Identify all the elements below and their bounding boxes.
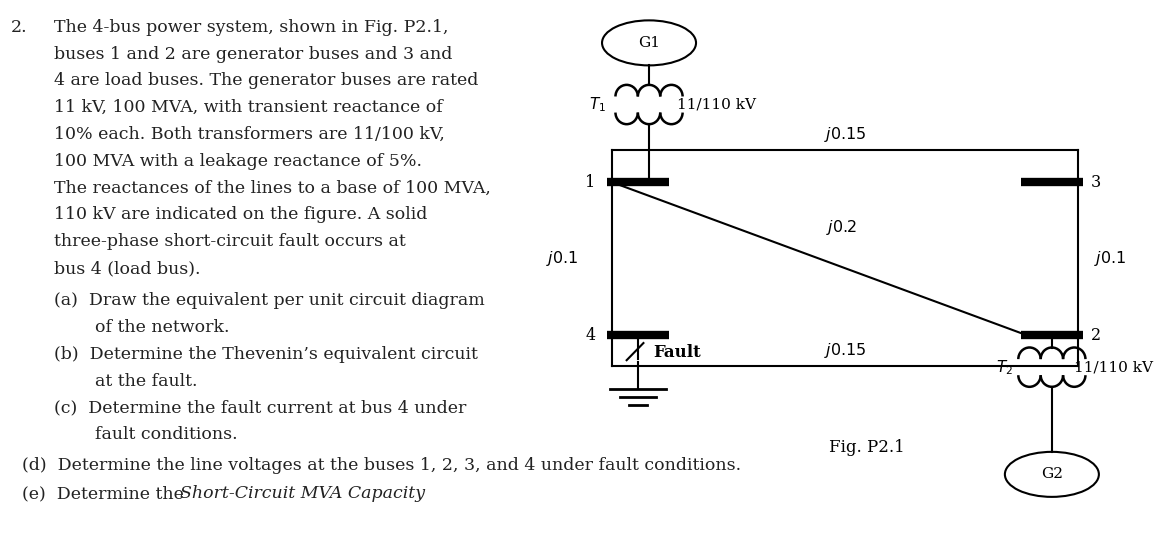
- Text: 3: 3: [1091, 174, 1102, 191]
- Text: Fig. P2.1: Fig. P2.1: [830, 439, 905, 456]
- Text: 4 are load buses. The generator buses are rated: 4 are load buses. The generator buses ar…: [53, 72, 478, 90]
- Text: Fault: Fault: [653, 344, 701, 361]
- Text: of the network.: of the network.: [95, 319, 230, 336]
- Text: 11/110 kV: 11/110 kV: [1074, 360, 1153, 374]
- Text: $j0.2$: $j0.2$: [826, 218, 858, 237]
- Text: G2: G2: [1041, 467, 1063, 481]
- Text: 2: 2: [1091, 326, 1102, 344]
- Text: 10% each. Both transformers are 11/100 kV,: 10% each. Both transformers are 11/100 k…: [53, 126, 445, 143]
- Text: bus 4 (load bus).: bus 4 (load bus).: [53, 260, 200, 277]
- Text: The reactances of the lines to a base of 100 MVA,: The reactances of the lines to a base of…: [53, 180, 490, 197]
- Text: $T_2$: $T_2$: [996, 358, 1013, 376]
- Text: G1: G1: [638, 36, 660, 50]
- Text: (c)  Determine the fault current at bus 4 under: (c) Determine the fault current at bus 4…: [53, 399, 466, 416]
- Text: 4: 4: [586, 326, 595, 344]
- Text: 110 kV are indicated on the figure. A solid: 110 kV are indicated on the figure. A so…: [53, 206, 428, 224]
- Text: 11 kV, 100 MVA, with transient reactance of: 11 kV, 100 MVA, with transient reactance…: [53, 99, 443, 116]
- Text: fault conditions.: fault conditions.: [95, 426, 238, 443]
- Text: Short-Circuit MVA Capacity: Short-Circuit MVA Capacity: [180, 485, 425, 502]
- Text: (d)  Determine the line voltages at the buses 1, 2, 3, and 4 under fault conditi: (d) Determine the line voltages at the b…: [22, 457, 741, 474]
- Text: (a)  Draw the equivalent per unit circuit diagram: (a) Draw the equivalent per unit circuit…: [53, 292, 485, 309]
- Text: $j0.1$: $j0.1$: [546, 249, 578, 268]
- Text: buses 1 and 2 are generator buses and 3 and: buses 1 and 2 are generator buses and 3 …: [53, 46, 452, 63]
- Text: 1: 1: [586, 174, 595, 191]
- Text: three-phase short-circuit fault occurs at: three-phase short-circuit fault occurs a…: [53, 233, 406, 250]
- Text: 2.: 2.: [12, 19, 28, 36]
- Text: 100 MVA with a leakage reactance of 5%.: 100 MVA with a leakage reactance of 5%.: [53, 153, 422, 170]
- Text: 11/110 kV: 11/110 kV: [677, 98, 756, 111]
- Text: $j0.1$: $j0.1$: [1095, 249, 1127, 268]
- Text: (b)  Determine the Thevenin’s equivalent circuit: (b) Determine the Thevenin’s equivalent …: [53, 346, 478, 363]
- Text: at the fault.: at the fault.: [95, 373, 198, 390]
- Text: $j0.15$: $j0.15$: [824, 125, 866, 144]
- Text: $j0.15$: $j0.15$: [824, 341, 866, 360]
- Text: The 4-bus power system, shown in Fig. P2.1,: The 4-bus power system, shown in Fig. P2…: [53, 19, 449, 36]
- Text: (e)  Determine the: (e) Determine the: [22, 485, 189, 502]
- Text: .: .: [336, 485, 342, 502]
- Text: $T_1$: $T_1$: [589, 95, 607, 114]
